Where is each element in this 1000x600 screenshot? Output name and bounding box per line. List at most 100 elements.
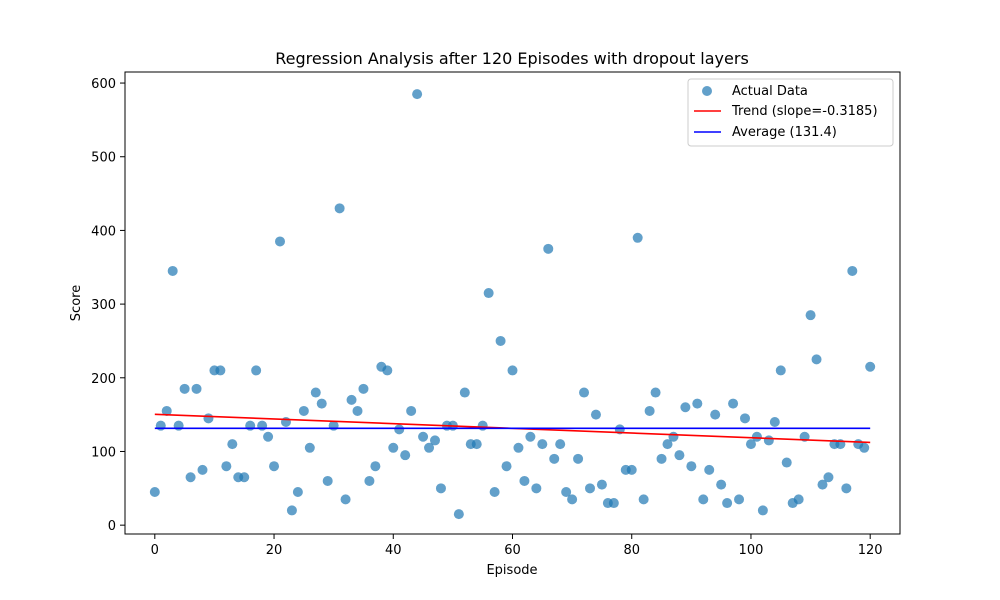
data-point (292, 487, 303, 497)
data-point (394, 424, 405, 435)
legend-box (687, 78, 894, 147)
data-point (567, 494, 578, 505)
data-point (716, 479, 727, 490)
y-tick-label: 200 (91, 372, 116, 387)
x-tick-label: 40 (385, 543, 402, 558)
data-point (757, 505, 768, 516)
data-point (185, 472, 196, 483)
data-point (596, 479, 607, 490)
data-point (400, 450, 411, 461)
data-point (316, 398, 327, 409)
data-point (263, 431, 274, 442)
legend-label-actual-data: Actual Data (732, 84, 808, 99)
data-point (149, 487, 160, 497)
data-point (745, 439, 756, 450)
data-point (334, 203, 345, 214)
data-point (865, 361, 876, 372)
data-point (561, 487, 572, 497)
lines-layer (154, 413, 871, 444)
data-point (573, 453, 584, 464)
data-point (495, 335, 506, 346)
data-point (579, 387, 590, 398)
y-axis: 0 100 200 300 400 500 600 (91, 77, 125, 534)
data-point (775, 365, 786, 376)
data-point (412, 89, 423, 100)
data-point (638, 494, 649, 505)
data-point (626, 464, 637, 475)
x-axis-label: Episode (486, 563, 537, 578)
data-point (245, 420, 256, 431)
x-axis: 0 20 40 60 80 100 120 (151, 534, 883, 558)
data-point (191, 383, 202, 394)
y-tick-label: 500 (91, 151, 116, 166)
legend-label-average: Average (131.4) (732, 125, 837, 140)
data-point (298, 405, 309, 416)
data-point (173, 420, 184, 431)
legend-marker-actual-data (702, 86, 712, 96)
data-point (453, 509, 464, 520)
data-point (823, 472, 834, 483)
data-point (167, 265, 178, 276)
data-point (239, 472, 250, 483)
data-point (817, 479, 828, 490)
data-point (489, 487, 500, 497)
data-point (847, 265, 858, 276)
data-point (608, 498, 619, 509)
data-point (793, 494, 804, 505)
data-point (435, 483, 446, 494)
data-point (388, 442, 399, 453)
data-point (215, 365, 226, 376)
data-point (203, 413, 214, 424)
chart-title: Regression Analysis after 120 Episodes w… (275, 49, 749, 68)
data-point (418, 431, 429, 442)
y-tick-label: 0 (108, 519, 116, 534)
data-point (698, 494, 709, 505)
data-point (805, 310, 816, 321)
data-point (692, 398, 703, 409)
data-point (769, 417, 780, 427)
data-point (668, 431, 679, 442)
data-point (734, 494, 745, 505)
data-point (340, 494, 351, 505)
data-point (513, 442, 524, 453)
data-point (590, 409, 601, 420)
x-tick-label: 0 (151, 543, 159, 558)
data-point (155, 420, 166, 431)
data-point (656, 453, 667, 464)
data-point (644, 405, 655, 416)
data-point (650, 387, 661, 398)
data-point (674, 450, 685, 461)
data-point (161, 405, 172, 416)
data-point (364, 475, 375, 486)
data-point (257, 420, 268, 431)
y-tick-label: 400 (91, 224, 116, 239)
data-point (275, 236, 285, 247)
data-point (531, 483, 542, 494)
data-point (710, 409, 721, 420)
data-point (841, 483, 852, 494)
x-tick-label: 80 (623, 543, 640, 558)
x-tick-label: 60 (504, 543, 521, 558)
data-point (471, 439, 482, 450)
data-point (728, 398, 739, 409)
data-point (322, 475, 333, 486)
data-point (632, 232, 643, 243)
data-point (555, 439, 566, 450)
data-point (686, 461, 697, 472)
data-point (662, 439, 673, 450)
data-point (370, 461, 381, 472)
data-point (477, 420, 488, 431)
data-point (859, 442, 870, 453)
y-tick-label: 600 (91, 77, 116, 92)
data-point (304, 442, 315, 453)
data-point (346, 394, 357, 405)
data-point (507, 365, 518, 376)
data-point (406, 405, 417, 416)
data-point (537, 439, 548, 450)
data-point (310, 387, 321, 398)
y-tick-label: 300 (91, 298, 116, 313)
data-point (197, 464, 208, 475)
data-point (269, 461, 280, 472)
data-point (227, 439, 238, 450)
